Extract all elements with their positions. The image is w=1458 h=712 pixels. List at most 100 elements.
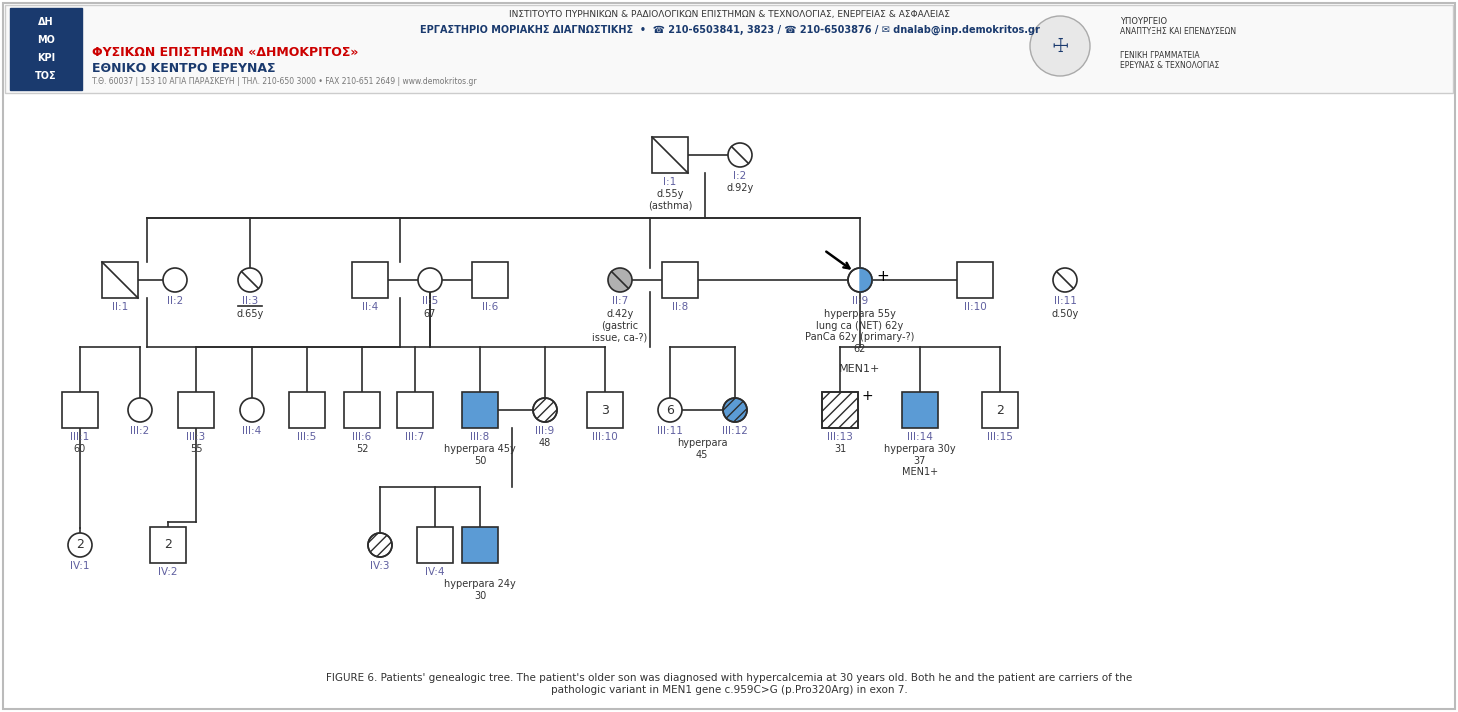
Text: III:6: III:6 xyxy=(353,432,372,442)
Text: hyperpara 24y
30: hyperpara 24y 30 xyxy=(445,579,516,601)
Text: IV:2: IV:2 xyxy=(159,567,178,577)
Bar xyxy=(289,392,325,428)
Text: III:11: III:11 xyxy=(658,426,682,436)
Bar xyxy=(63,392,98,428)
Text: FIGURE 6. Patients' genealogic tree. The patient's older son was diagnosed with : FIGURE 6. Patients' genealogic tree. The… xyxy=(327,674,1131,695)
Text: ΦΥΣΙΚΩΝ ΕΠΙΣΤΗΜΩΝ «ΔΗΜΟΚΡΙΤΟΣ»: ΦΥΣΙΚΩΝ ΕΠΙΣΤΗΜΩΝ «ΔΗΜΟΚΡΙΤΟΣ» xyxy=(92,46,359,58)
Text: 60: 60 xyxy=(74,444,86,454)
Text: II:8: II:8 xyxy=(672,302,688,312)
Text: II:4: II:4 xyxy=(362,302,378,312)
Bar xyxy=(462,392,499,428)
Text: 48: 48 xyxy=(539,438,551,448)
Text: II:10: II:10 xyxy=(964,302,987,312)
Text: 3: 3 xyxy=(601,404,609,417)
Text: II:7: II:7 xyxy=(612,296,628,306)
Text: hyperpara
45: hyperpara 45 xyxy=(677,438,728,460)
Text: III:7: III:7 xyxy=(405,432,424,442)
Text: ΑΝΑΠΤΥΞΗΣ ΚΑΙ ΕΠΕΝΔΥΣΕΩΝ: ΑΝΑΠΤΥΞΗΣ ΚΑΙ ΕΠΕΝΔΥΣΕΩΝ xyxy=(1120,28,1236,36)
Text: IV:4: IV:4 xyxy=(426,567,445,577)
Circle shape xyxy=(163,268,187,292)
Text: 2: 2 xyxy=(165,538,172,552)
Text: I:1: I:1 xyxy=(663,177,677,187)
Text: III:14: III:14 xyxy=(907,432,933,442)
Text: 67: 67 xyxy=(424,309,436,319)
Text: 31: 31 xyxy=(834,444,846,454)
Text: d.92y: d.92y xyxy=(726,183,754,193)
Circle shape xyxy=(723,398,746,422)
Text: I:2: I:2 xyxy=(733,171,746,181)
Text: III:15: III:15 xyxy=(987,432,1013,442)
Text: II:2: II:2 xyxy=(166,296,184,306)
Bar xyxy=(397,392,433,428)
Circle shape xyxy=(241,398,264,422)
Text: II:1: II:1 xyxy=(112,302,128,312)
Text: ΥΠΟΥΡΓΕΙΟ: ΥΠΟΥΡΓΕΙΟ xyxy=(1120,18,1166,26)
Text: d.50y: d.50y xyxy=(1051,309,1079,319)
Bar xyxy=(178,392,214,428)
Text: IV:1: IV:1 xyxy=(70,561,90,571)
Text: 55: 55 xyxy=(190,444,203,454)
Bar xyxy=(588,392,623,428)
Text: MEN1+: MEN1+ xyxy=(840,364,881,374)
Text: II:9: II:9 xyxy=(851,296,868,306)
Bar xyxy=(956,262,993,298)
Bar xyxy=(903,392,937,428)
Text: IV:3: IV:3 xyxy=(370,561,389,571)
Text: III:1: III:1 xyxy=(70,432,89,442)
Text: III:12: III:12 xyxy=(722,426,748,436)
Text: III:2: III:2 xyxy=(130,426,150,436)
Bar xyxy=(344,392,381,428)
Bar xyxy=(662,262,698,298)
Text: d.42y
(gastric
issue, ca-?): d.42y (gastric issue, ca-?) xyxy=(592,309,647,342)
Text: ☩: ☩ xyxy=(1051,36,1069,56)
Circle shape xyxy=(418,268,442,292)
Text: III:9: III:9 xyxy=(535,426,554,436)
Circle shape xyxy=(658,398,682,422)
Bar xyxy=(472,262,507,298)
Text: +: + xyxy=(876,269,889,284)
Text: ΕΘΝΙΚΟ ΚΕΝΤΡΟ ΕΡΕΥΝΑΣ: ΕΘΝΙΚΟ ΚΕΝΤΡΟ ΕΡΕΥΝΑΣ xyxy=(92,61,276,75)
Text: III:3: III:3 xyxy=(187,432,206,442)
Text: ΕΡΕΥΝΑΣ & ΤΕΧΝΟΛΟΓΙΑΣ: ΕΡΕΥΝΑΣ & ΤΕΧΝΟΛΟΓΙΑΣ xyxy=(1120,61,1219,70)
Bar xyxy=(150,527,187,563)
Text: ΤΟΣ: ΤΟΣ xyxy=(35,71,57,81)
Circle shape xyxy=(534,398,557,422)
Circle shape xyxy=(1053,268,1077,292)
Text: d.65y: d.65y xyxy=(236,309,264,319)
Bar xyxy=(652,137,688,173)
Text: II:6: II:6 xyxy=(483,302,499,312)
Text: 2: 2 xyxy=(76,538,85,552)
Text: 2: 2 xyxy=(996,404,1005,417)
Text: 52: 52 xyxy=(356,444,369,454)
Text: III:10: III:10 xyxy=(592,432,618,442)
Text: 6: 6 xyxy=(666,404,674,417)
Circle shape xyxy=(849,268,872,292)
Circle shape xyxy=(238,268,262,292)
Text: ΓΕΝΙΚΗ ΓΡΑΜΜΑΤΕΙΑ: ΓΕΝΙΚΗ ΓΡΑΜΜΑΤΕΙΑ xyxy=(1120,51,1200,60)
Text: +: + xyxy=(862,389,873,403)
Circle shape xyxy=(367,533,392,557)
Text: d.55y
(asthma): d.55y (asthma) xyxy=(647,189,693,211)
Text: III:4: III:4 xyxy=(242,426,261,436)
Text: ΚΡΙ: ΚΡΙ xyxy=(36,53,55,63)
Polygon shape xyxy=(860,268,872,292)
Text: ΔΗ: ΔΗ xyxy=(38,17,54,27)
Text: II:5: II:5 xyxy=(421,296,437,306)
Bar xyxy=(102,262,139,298)
Bar xyxy=(462,527,499,563)
Circle shape xyxy=(1029,16,1091,76)
Text: T.Θ. 60037 | 153 10 ΑΓΙΑ ΠΑΡΑΣΚΕΥΗ | ΤΗΛ. 210-650 3000 • FAX 210-651 2649 | www.: T.Θ. 60037 | 153 10 ΑΓΙΑ ΠΑΡΑΣΚΕΥΗ | ΤΗΛ… xyxy=(92,78,477,86)
Bar xyxy=(822,392,857,428)
Text: ΙΝΣΤΙΤΟΥΤΟ ΠΥΡΗΝΙΚΩΝ & ΡΑΔΙΟΛΟΓΙΚΩΝ ΕΠΙΣΤΗΜΩΝ & ΤΕΧΝΟΛΟΓΙΑΣ, ΕΝΕΡΓΕΙΑΣ & ΑΣΦΑΛΕΙ: ΙΝΣΤΙΤΟΥΤΟ ΠΥΡΗΝΙΚΩΝ & ΡΑΔΙΟΛΟΓΙΚΩΝ ΕΠΙΣ… xyxy=(509,11,951,19)
Circle shape xyxy=(69,533,92,557)
Bar xyxy=(351,262,388,298)
Text: hyperpara 55y
lung ca (NET) 62y
PanCa 62y (primary-?)
62: hyperpara 55y lung ca (NET) 62y PanCa 62… xyxy=(805,309,914,354)
Circle shape xyxy=(728,143,752,167)
Circle shape xyxy=(128,398,152,422)
Text: II:3: II:3 xyxy=(242,296,258,306)
Text: hyperpara 45y
50: hyperpara 45y 50 xyxy=(445,444,516,466)
Text: hyperpara 30y
37
MEN1+: hyperpara 30y 37 MEN1+ xyxy=(884,444,956,477)
Text: ΜΟ: ΜΟ xyxy=(36,35,55,45)
Text: II:11: II:11 xyxy=(1054,296,1076,306)
Text: III:5: III:5 xyxy=(297,432,316,442)
